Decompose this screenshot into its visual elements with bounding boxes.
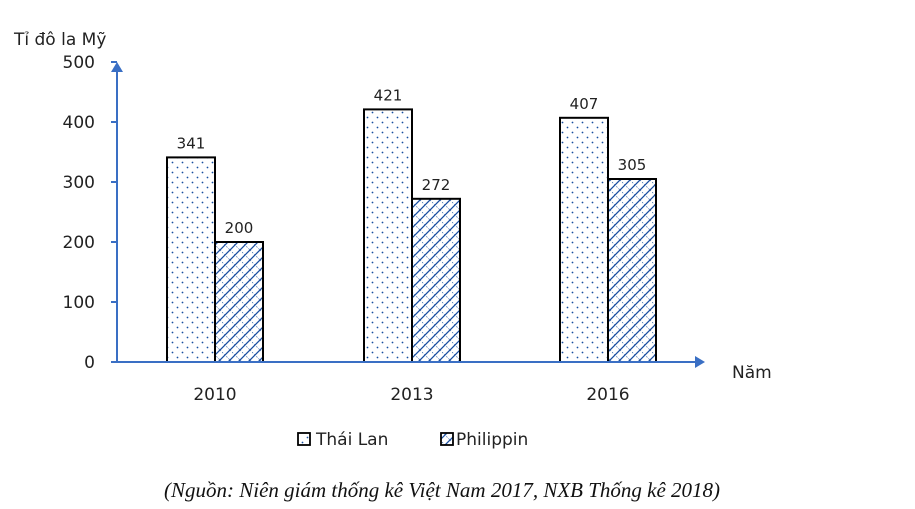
y-tick-label-0: 0 [84,353,95,373]
data-labels-layer: 341 200 421 272 407 305 [177,86,647,237]
legend-label-thai-lan: Thái Lan [315,430,388,450]
data-label-thái-lan-2013: 421 [374,86,403,104]
bar-philippin-2016 [607,178,657,363]
data-label-philippin-2010: 200 [225,219,254,237]
x-tick-label-2016: 2016 [586,385,629,405]
bar-thái-lan-2016 [559,116,609,363]
data-label-philippin-2013: 272 [422,176,451,194]
y-tick-label-200: 200 [63,233,95,253]
bar-thái-lan-2010 [166,156,216,363]
x-tick-label-2013: 2013 [390,385,433,405]
x-tick-label-2010: 2010 [193,385,236,405]
legend-swatch-thai-lan [297,432,311,446]
bar-philippin-2010 [214,241,264,363]
y-axis-title: Tỉ đô la Mỹ [13,30,106,50]
y-tick-label-500: 500 [63,53,95,73]
legend-swatch-philippin [440,432,454,446]
y-tick-label-100: 100 [63,293,95,313]
tick-labels-layer: 2010 2013 2016 0 100 200 300 400 500 [63,53,630,405]
x-axis-title: Năm [732,363,772,383]
data-label-thái-lan-2016: 407 [570,95,599,113]
x-axis-arrow [695,356,705,368]
data-label-thái-lan-2010: 341 [177,134,206,152]
data-label-philippin-2016: 305 [618,156,647,174]
source-note: (Nguồn: Niên giám thống kê Việt Nam 2017… [164,478,720,502]
bars-layer [166,108,657,364]
y-tick-label-400: 400 [63,113,95,133]
axes-layer [111,61,705,368]
y-axis-arrow [111,62,123,72]
bar-philippin-2013 [411,197,461,363]
legend-label-philippin: Philippin [456,430,528,450]
y-tick-label-300: 300 [63,173,95,193]
bar-thái-lan-2013 [363,108,413,364]
legend: Thái Lan Philippin [297,430,528,450]
